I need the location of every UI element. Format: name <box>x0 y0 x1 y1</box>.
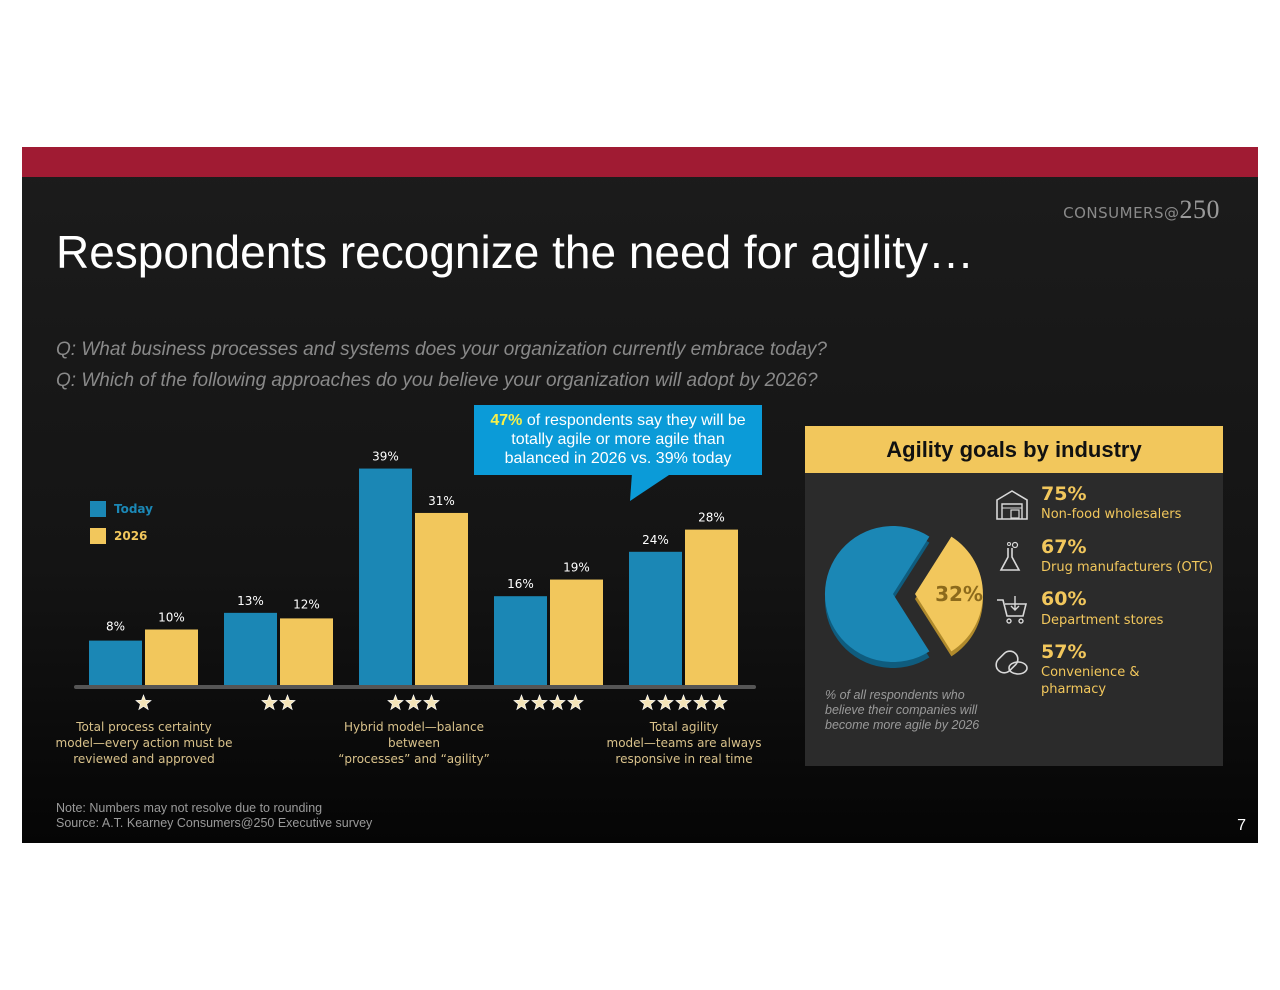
x-axis-baseline <box>74 685 756 689</box>
slide: CONSUMERS@250 Respondents recognize the … <box>22 147 1258 843</box>
slide-title: Respondents recognize the need for agili… <box>56 226 975 278</box>
callout-box: 47% of respondents say they will be tota… <box>474 405 762 475</box>
star-icon <box>405 694 422 711</box>
pills-icon <box>995 650 1028 675</box>
industry-name-convenience: Convenience & pharmacy <box>1041 665 1140 697</box>
data-label-today-4: 16% <box>507 577 534 591</box>
industry-pct-department: 60% <box>1041 588 1087 610</box>
data-label-2026-5: 28% <box>698 511 725 525</box>
category-label-total-agility: Total agility model—teams are always res… <box>606 720 762 766</box>
pie-chart: 32% <box>824 526 983 668</box>
star-icon <box>279 694 296 711</box>
star-icon <box>387 694 404 711</box>
industry-name-drug: Drug manufacturers (OTC) <box>1041 560 1214 575</box>
industry-panel: Agility goals by industry 32% % of all r… <box>805 426 1223 766</box>
bar-2026-3 <box>415 512 468 685</box>
pie-slice-label: 32% <box>935 582 983 606</box>
star-icon <box>549 694 566 711</box>
legend-label-2026: 2026 <box>114 529 148 543</box>
data-label-2026-1: 10% <box>158 611 185 625</box>
star-icon <box>261 694 278 711</box>
data-label-2026-2: 12% <box>293 597 320 611</box>
panel-title: Agility goals by industry <box>805 426 1223 473</box>
brand-logo: CONSUMERS@250 <box>1063 195 1220 224</box>
star-icon <box>639 694 656 711</box>
callout-text: of respondents say they will be totally … <box>504 412 746 467</box>
bars-plot: 8% 10% 13% 12% 39% 31% 16% 19% 24% 28% <box>74 450 756 711</box>
bar-chart: Today 2026 8% 10% 13% 12% 39% 31% 16% 19% 24% 28%… <box>22 147 802 843</box>
star-icon <box>135 694 152 711</box>
data-label-today-3: 39% <box>372 450 399 464</box>
bar-today-1 <box>89 640 142 685</box>
star-rating-3 <box>387 694 440 711</box>
top-accent-bar <box>22 147 1258 177</box>
data-label-2026-3: 31% <box>428 494 455 508</box>
data-label-2026-4: 19% <box>563 561 590 575</box>
question-today: Q: What business processes and systems d… <box>56 339 827 360</box>
category-label-hybrid-model: Hybrid model—balance between “processes”… <box>338 720 490 766</box>
star-icon <box>567 694 584 711</box>
callout-highlight: 47% <box>490 412 523 429</box>
category-label-process-certainty: Total process certainty model—every acti… <box>55 720 233 766</box>
data-label-today-5: 24% <box>642 533 669 547</box>
industry-pct-non-food: 75% <box>1041 483 1087 505</box>
warehouse-icon <box>996 490 1028 520</box>
shopping-cart-icon <box>997 596 1028 624</box>
bar-today-2 <box>224 612 277 685</box>
star-rating-4 <box>513 694 584 711</box>
star-icon <box>693 694 710 711</box>
bar-today-3 <box>359 468 412 685</box>
legend-label-today: Today <box>114 502 153 516</box>
star-rating-2 <box>261 694 296 711</box>
question-2026: Q: Which of the following approaches do … <box>56 370 818 391</box>
star-icon <box>423 694 440 711</box>
data-label-today-2: 13% <box>237 594 264 608</box>
source-text: Source: A.T. Kearney Consumers@250 Execu… <box>56 816 373 830</box>
legend-swatch-today <box>90 501 106 517</box>
star-rating-1 <box>135 694 152 711</box>
legend-swatch-2026 <box>90 528 106 544</box>
pie-slice-other <box>824 526 930 662</box>
bar-today-5 <box>629 551 682 685</box>
data-label-today-1: 8% <box>106 620 125 634</box>
industry-name-department: Department stores <box>1041 613 1164 628</box>
star-icon <box>513 694 530 711</box>
callout-tail <box>630 473 672 501</box>
bar-today-4 <box>494 596 547 685</box>
industry-name-non-food: Non-food wholesalers <box>1041 507 1182 522</box>
industry-pct-drug: 67% <box>1041 536 1087 558</box>
note-text: Note: Numbers may not resolve due to rou… <box>56 801 323 815</box>
pie-slice-highlight <box>915 536 983 652</box>
star-rating-5 <box>639 694 728 711</box>
bar-2026-1 <box>145 629 198 685</box>
bar-2026-5 <box>685 529 738 685</box>
bar-2026-2 <box>280 618 333 685</box>
star-icon <box>657 694 674 711</box>
star-icon <box>675 694 692 711</box>
pie-caption: % of all respondents who believe their c… <box>825 688 980 732</box>
industry-pct-convenience: 57% <box>1041 641 1087 663</box>
star-icon <box>711 694 728 711</box>
star-icon <box>531 694 548 711</box>
page-number: 7 <box>1237 817 1246 834</box>
flask-icon <box>999 541 1021 571</box>
footnote: Note: Numbers may not resolve due to rou… <box>56 801 372 831</box>
bar-2026-4 <box>550 579 603 685</box>
